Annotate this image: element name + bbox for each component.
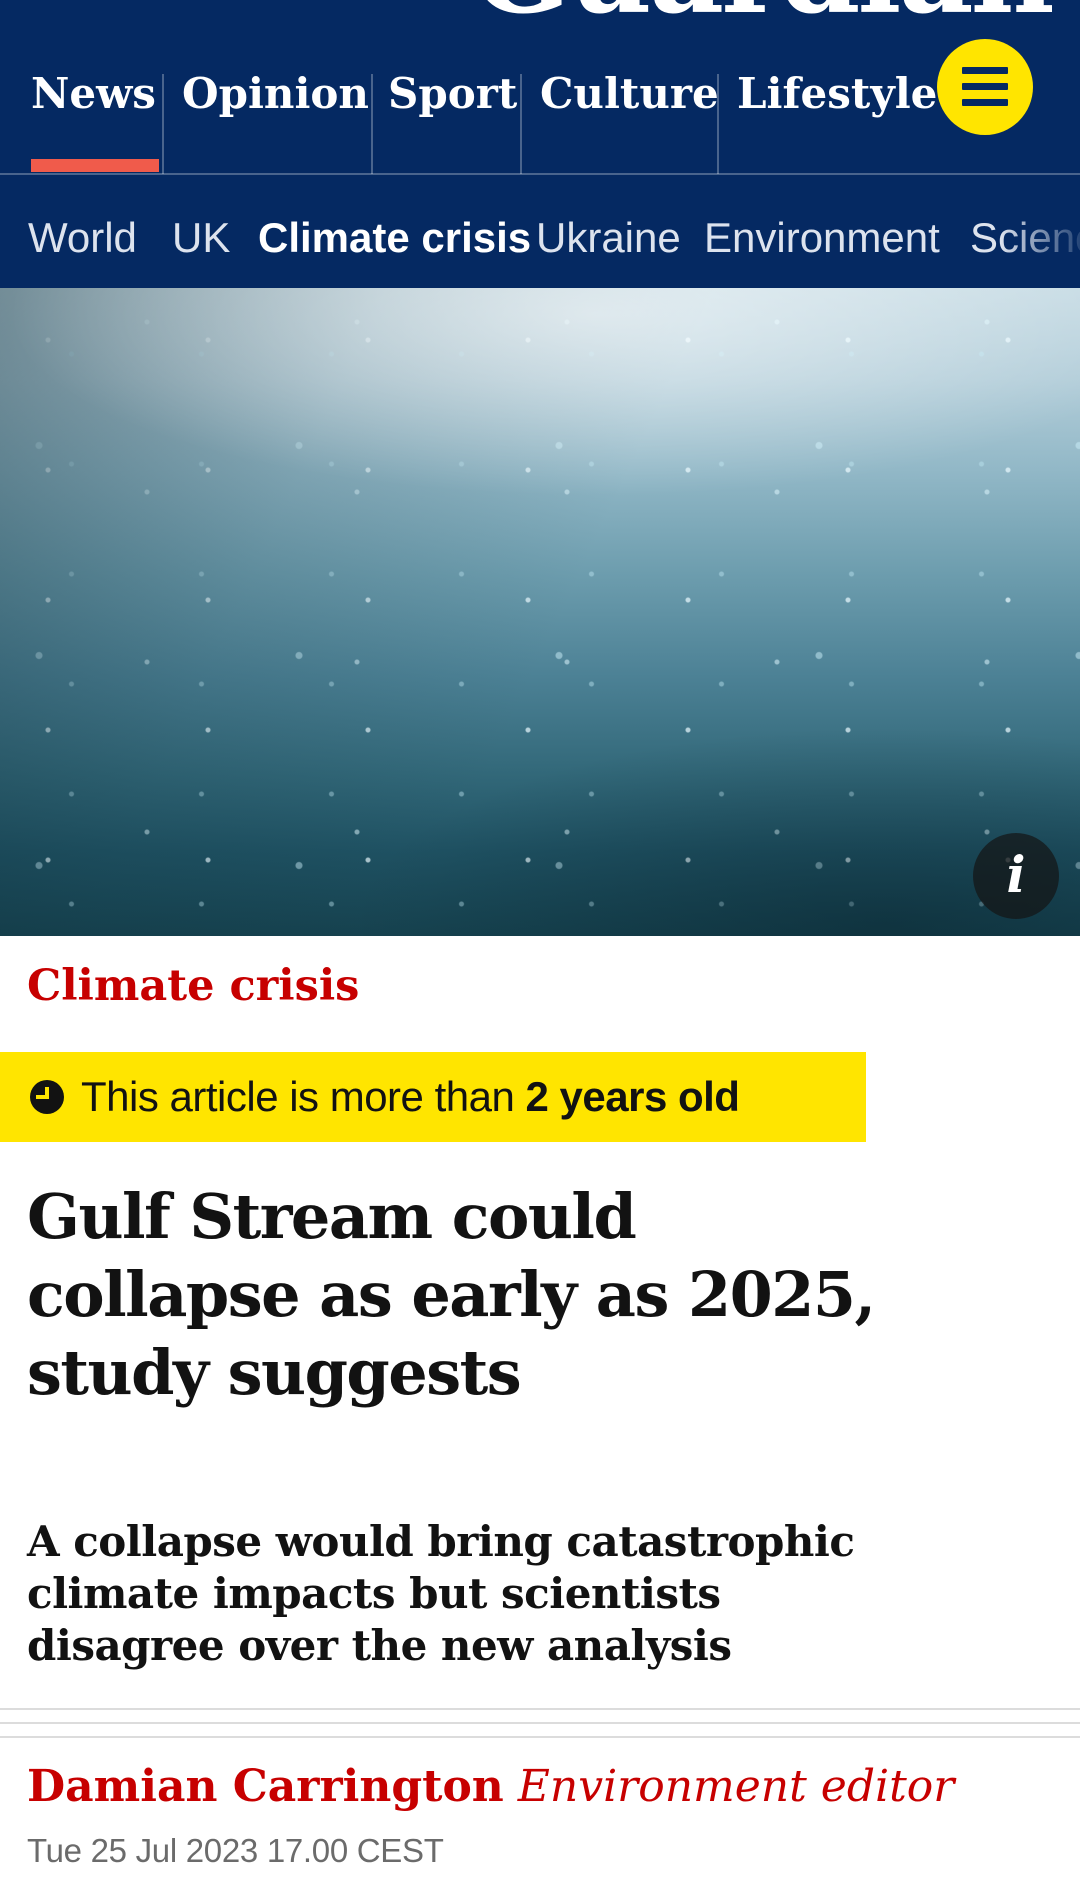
- guardian-logo-text: Guardian: [412, 0, 1052, 30]
- image-info-button[interactable]: i: [973, 833, 1059, 919]
- article-age-prefix: This article is more than: [81, 1073, 526, 1120]
- publication-date: Tue 25 Jul 2023 17.00 CEST: [27, 1832, 444, 1869]
- separator-rule: [0, 1722, 1080, 1724]
- nav-item-sport[interactable]: Sport: [388, 69, 518, 118]
- subnav-item-world[interactable]: World: [28, 214, 137, 261]
- subnav-item-uk[interactable]: UK: [172, 214, 231, 261]
- nav-item-culture[interactable]: Culture: [540, 69, 719, 118]
- section-label-climate-crisis[interactable]: Climate crisis: [27, 961, 360, 1011]
- nav-item-opinion[interactable]: Opinion: [182, 69, 369, 118]
- nav-divider: [717, 74, 719, 174]
- byline-role: Environment editor: [517, 1761, 955, 1812]
- byline: Damian Carrington Environment editor: [27, 1760, 1053, 1813]
- info-icon: i: [1006, 844, 1026, 904]
- subnav-item-environment[interactable]: Environment: [704, 214, 940, 261]
- hamburger-icon: [962, 67, 1008, 115]
- nav-divider: [520, 74, 522, 174]
- clock-icon: [30, 1080, 64, 1114]
- article-age-text: This article is more than 2 years old: [81, 1073, 740, 1121]
- nav-item-news[interactable]: News: [31, 69, 156, 118]
- separator-rule: [0, 1736, 1080, 1738]
- site-header: Guardian News Opinion Sport Culture Life…: [0, 0, 1080, 288]
- byline-author-link[interactable]: Damian Carrington: [27, 1761, 504, 1812]
- active-nav-underline: [31, 159, 159, 172]
- separator-rule: [0, 1708, 1080, 1710]
- article-age-banner: This article is more than 2 years old: [0, 1052, 866, 1142]
- article-headline: Gulf Stream could collapse as early as 2…: [27, 1180, 876, 1409]
- byline-separator-rules: [0, 1708, 1080, 1738]
- hero-image-underwater-bubbles: i: [0, 288, 1080, 936]
- article-age-bold: 2 years old: [525, 1073, 740, 1120]
- nav-item-lifestyle[interactable]: Lifestyle: [737, 69, 938, 118]
- guardian-logo[interactable]: Guardian: [412, 0, 1052, 46]
- nav-divider: [371, 74, 373, 174]
- subnav-item-ukraine[interactable]: Ukraine: [536, 214, 681, 261]
- nav-bottom-rule: [0, 173, 1080, 175]
- article-standfirst: A collapse would bring catastrophic clim…: [27, 1517, 855, 1670]
- subnav-item-climate-crisis[interactable]: Climate crisis: [258, 214, 532, 261]
- nav-divider: [162, 74, 164, 174]
- subnav-item-science[interactable]: Science: [970, 214, 1080, 261]
- menu-button[interactable]: [937, 39, 1033, 135]
- article-body: Climate crisis This article is more than…: [0, 936, 1080, 1871]
